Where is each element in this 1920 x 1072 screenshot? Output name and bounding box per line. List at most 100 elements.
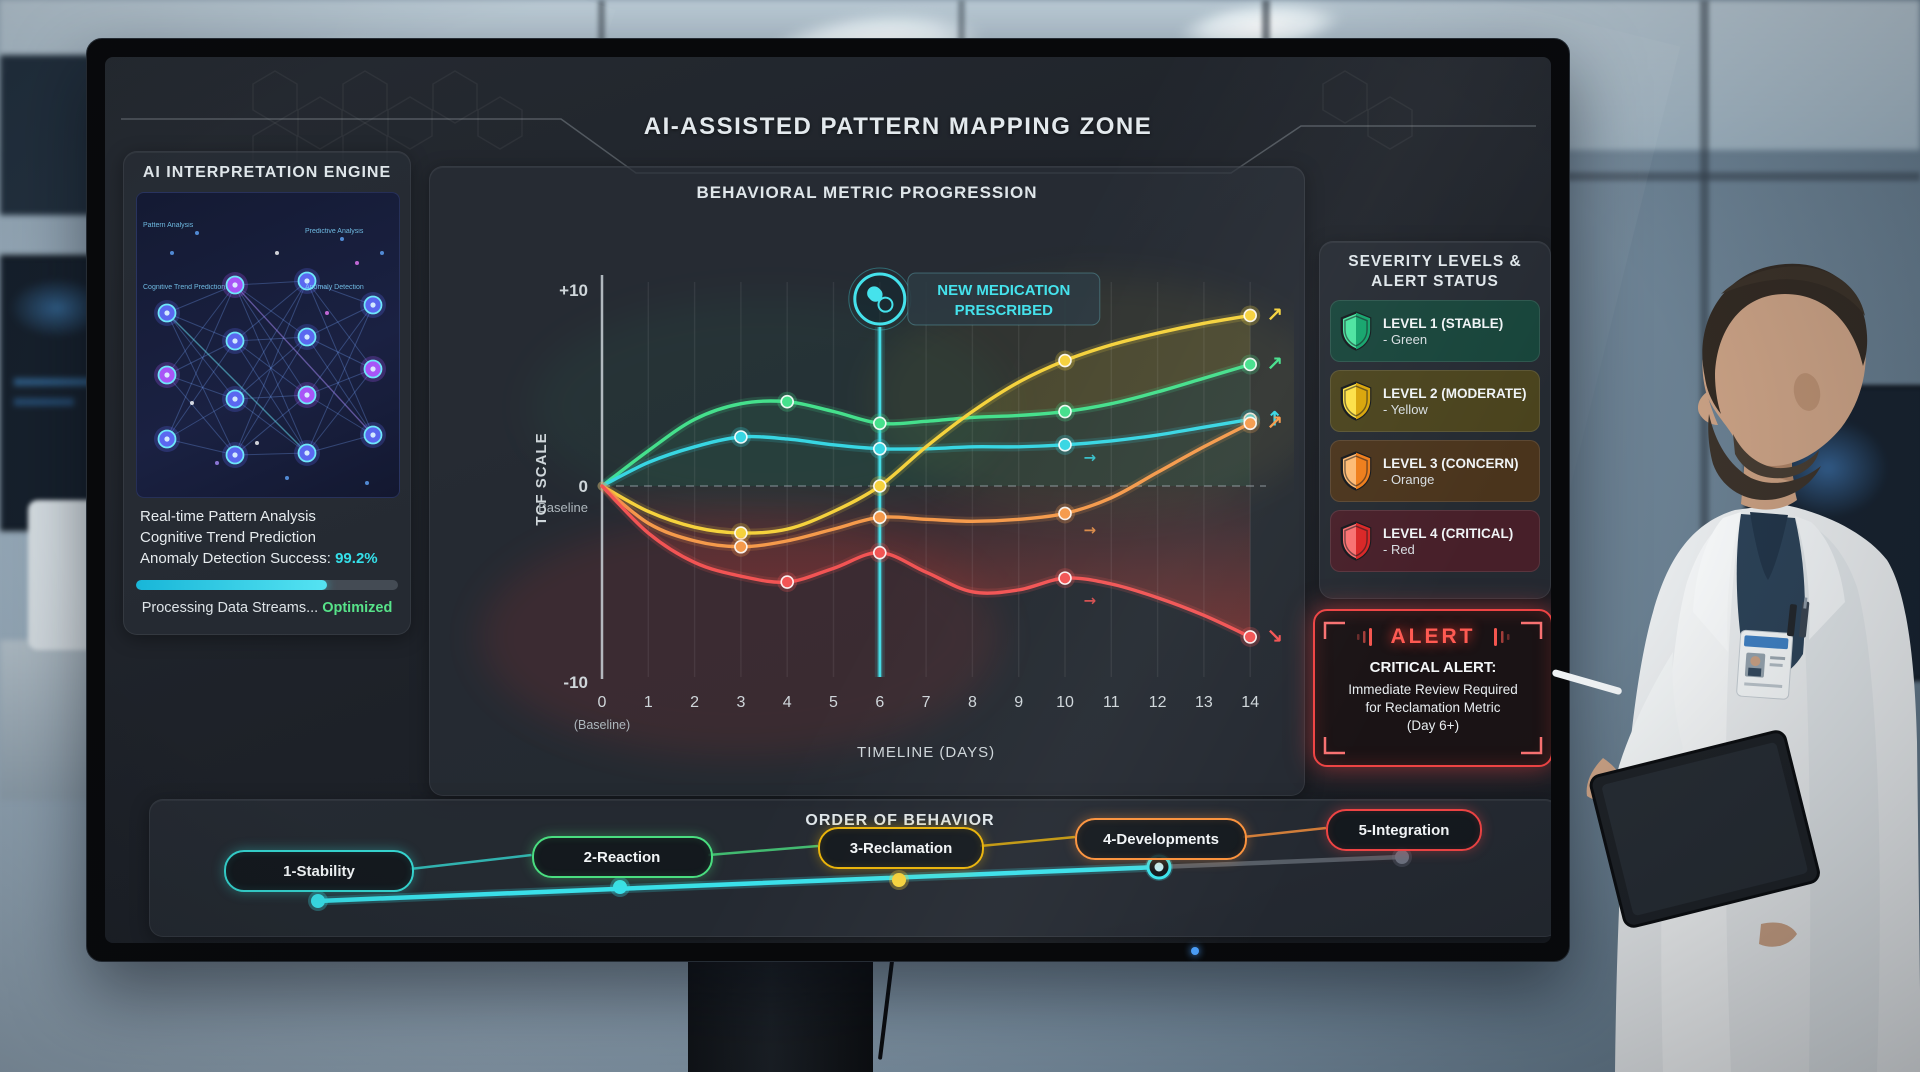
anomaly-value: 99.2% <box>335 550 378 567</box>
stage-pill-row: 1-Stability 2-Reaction 3-Reclamation 4-Deve… <box>150 800 1551 936</box>
trend-arrow-developments-orange: ↗ <box>1266 410 1283 434</box>
x-tick-label: 10 <box>1056 694 1074 711</box>
shield-icon <box>1340 311 1372 351</box>
alert-heading: CRITICAL ALERT: <box>1369 659 1497 676</box>
coat-lapel <box>1693 512 1741 652</box>
severity-label: LEVEL 2 (MODERATE) <box>1383 385 1527 401</box>
stage-pill-2-reaction[interactable]: 2-Reaction <box>531 836 713 878</box>
y-tick-sublabel: Baseline <box>538 500 588 515</box>
severity-sublabel: - Yellow <box>1383 401 1428 417</box>
series-line-reclamation-yellow <box>600 313 1252 535</box>
y-tick-label: 0 <box>579 477 588 496</box>
nn-annotation: Anomaly Detection <box>305 284 364 291</box>
shield-icon <box>1340 521 1372 561</box>
x-tick-label: 6 <box>875 694 884 711</box>
severity-sublabel: - Orange <box>1383 471 1435 487</box>
x-tick-label: 11 <box>1103 694 1120 711</box>
data-point-stability-teal-day3 <box>734 430 748 444</box>
behavioral-metric-chart[interactable]: ↗↑↗↗↘→→→NEW MEDICATIONPRESCRIBED+100Base… <box>440 207 1294 785</box>
stylus <box>1552 669 1622 695</box>
data-point-stability-teal-day6 <box>872 441 887 456</box>
medication-label-line2: PRESCRIBED <box>955 302 1054 319</box>
processing-label: Processing Data Streams... <box>141 600 319 616</box>
series-line-reaction-green <box>600 362 1252 488</box>
trend-arrow-reclamation-yellow: ↗ <box>1266 302 1283 326</box>
alert-line: for Reclamation Metric <box>1365 700 1501 715</box>
severity-row-level-2[interactable]: LEVEL 2 (MODERATE) - Yellow <box>1330 370 1540 432</box>
data-point-integration-red-day14 <box>1243 630 1258 644</box>
x-tick-label: 3 <box>736 694 745 711</box>
page-title: AI-ASSISTED PATTERN MAPPING ZONE <box>643 113 1153 140</box>
audio-wave-icon <box>1493 628 1509 646</box>
behavioral-chart-panel: BEHAVIORAL METRIC PROGRESSION ↗ ↑ ↗ ↗ ↘ → → → NE… <box>429 166 1305 796</box>
stage-dot[interactable] <box>892 873 906 887</box>
hair <box>1702 263 1868 414</box>
stage-dot[interactable] <box>311 894 325 908</box>
ear <box>1793 373 1821 411</box>
tablet <box>1589 730 1820 928</box>
progress-fill <box>136 580 328 590</box>
series-line-integration-red <box>600 484 1252 639</box>
mid-trend-arrow: → <box>1084 448 1097 466</box>
y-axis-label: TCF SCALE <box>533 432 550 525</box>
data-point-developments-orange-day14 <box>1243 416 1258 431</box>
stage-dot[interactable] <box>613 880 627 894</box>
x-axis-label: TIMELINE (DAYS) <box>857 744 995 761</box>
stage-pill-1-stability[interactable]: 1-Stability <box>224 850 414 892</box>
data-point-developments-orange-day6 <box>872 510 887 525</box>
data-point-reaction-green-day14 <box>1243 357 1258 372</box>
data-point-reclamation-yellow-day14 <box>1243 308 1258 323</box>
stage-pill-3-reclamation[interactable]: 3-Reclamation <box>818 827 984 869</box>
x-tick-label: 13 <box>1195 694 1213 711</box>
severity-row-level-3[interactable]: LEVEL 3 (CONCERN) - Orange <box>1330 440 1540 502</box>
x-tick-label: 1 <box>644 694 653 711</box>
monitor-stand <box>688 955 873 1072</box>
y-tick-label: +10 <box>559 281 588 300</box>
medication-label-line1: NEW MEDICATION <box>937 282 1070 299</box>
data-point-reclamation-yellow-day6 <box>872 479 887 493</box>
severity-level-list: LEVEL 1 (STABLE) - Green LEVEL 2 (MODERA… <box>1320 300 1550 590</box>
y-tick-label: -10 <box>563 673 588 692</box>
x-tick-label: 8 <box>968 694 977 711</box>
x-tick-label: 0 <box>598 694 607 711</box>
series-line-developments-orange <box>600 421 1252 549</box>
anomaly-label: Anomaly Detection Success: <box>140 550 331 567</box>
hand <box>1759 922 1797 947</box>
data-point-developments-orange-day10 <box>1058 506 1072 521</box>
data-point-integration-red-day10 <box>1058 571 1072 585</box>
x-tick-label: 5 <box>829 694 838 711</box>
shield-icon <box>1340 381 1372 421</box>
medication-annotation[interactable]: NEW MEDICATION PRESCRIBED <box>848 267 1101 331</box>
chart-title: BEHAVIORAL METRIC PROGRESSION <box>696 183 1038 202</box>
data-point-developments-orange-day3 <box>734 539 748 554</box>
pocket-pens <box>1787 597 1810 638</box>
stage-dot[interactable] <box>1395 850 1409 864</box>
severity-label: LEVEL 1 (STABLE) <box>1383 315 1504 331</box>
stage-pill-5-integration[interactable]: 5-Integration <box>1326 809 1482 851</box>
glass-frame-horizontal <box>1540 172 1920 181</box>
shield-icon <box>1340 451 1372 491</box>
severity-row-level-1[interactable]: LEVEL 1 (STABLE) - Green <box>1330 300 1540 362</box>
power-led <box>1191 947 1199 955</box>
nn-annotation: Cognitive Trend Prediction <box>143 284 225 291</box>
order-of-behavior-panel: ORDER OF BEHAVIOR 1-Stability 2-Reaction 3… <box>149 799 1551 937</box>
data-point-reclamation-yellow-day3 <box>734 526 748 540</box>
current-stage-dot[interactable] <box>1154 862 1164 872</box>
alert-line: Immediate Review Required <box>1348 682 1518 697</box>
severity-panel: SEVERITY LEVELS & ALERT STATUS LEVEL 1 (… <box>1319 241 1551 599</box>
monitor-cable <box>877 960 895 1060</box>
neural-network-visualization: Pattern Analysis Cognitive Trend Predicti… <box>136 192 400 498</box>
ai-interpretation-panel: AI INTERPRETATION ENGINE Pattern Analysi… <box>123 151 411 635</box>
severity-row-level-4[interactable]: LEVEL 4 (CRITICAL) - Red <box>1330 510 1540 572</box>
severity-title-line1: SEVERITY LEVELS & <box>1348 253 1522 270</box>
trend-arrow-integration-red: ↘ <box>1266 624 1283 648</box>
order-title: ORDER OF BEHAVIOR <box>805 812 995 829</box>
data-point-reaction-green-day4 <box>780 394 795 409</box>
stage-pill-4-developments[interactable]: 4-Developments <box>1075 818 1247 860</box>
processing-status-line: Processing Data Streams... Optimized <box>124 600 410 616</box>
x-tick-label: 14 <box>1241 694 1259 711</box>
audio-wave-icon <box>1356 628 1372 646</box>
head <box>1702 269 1866 466</box>
stat-line: Cognitive Trend Prediction <box>140 529 316 546</box>
